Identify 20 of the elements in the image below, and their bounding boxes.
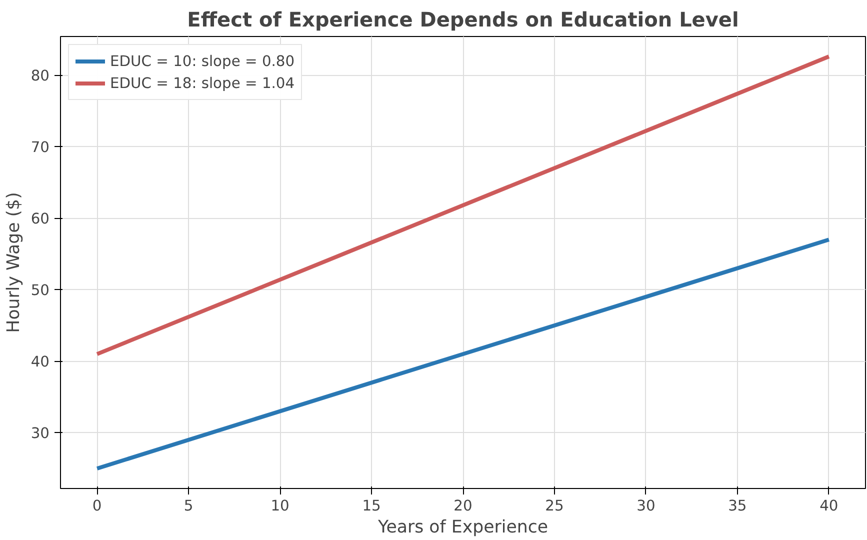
x-tick-label: 20 bbox=[454, 498, 472, 514]
legend-label: EDUC = 18: slope = 1.04 bbox=[110, 74, 295, 92]
y-tick-label: 80 bbox=[30, 68, 50, 85]
x-tick-label: 0 bbox=[92, 498, 102, 514]
x-tick-label: 5 bbox=[184, 498, 194, 514]
legend-label: EDUC = 10: slope = 0.80 bbox=[110, 52, 295, 70]
y-tick-label: 40 bbox=[30, 354, 50, 371]
x-tick-label: 35 bbox=[728, 498, 747, 514]
x-tick-label: 15 bbox=[362, 498, 381, 514]
x-tick-label: 40 bbox=[820, 498, 838, 514]
x-axis-title: Years of Experience bbox=[376, 518, 548, 538]
chart-title: Effect of Experience Depends on Education Level bbox=[187, 8, 739, 32]
x-tick-label: 30 bbox=[636, 498, 656, 514]
y-tick-label: 70 bbox=[30, 139, 50, 156]
y-axis-title: Hourly Wage ($) bbox=[4, 192, 24, 333]
y-tick-label: 30 bbox=[30, 425, 50, 442]
x-tick-label: 25 bbox=[545, 498, 564, 514]
y-tick-label: 50 bbox=[30, 282, 50, 300]
y-tick-label: 60 bbox=[30, 210, 50, 228]
x-tick-label: 10 bbox=[270, 498, 290, 514]
